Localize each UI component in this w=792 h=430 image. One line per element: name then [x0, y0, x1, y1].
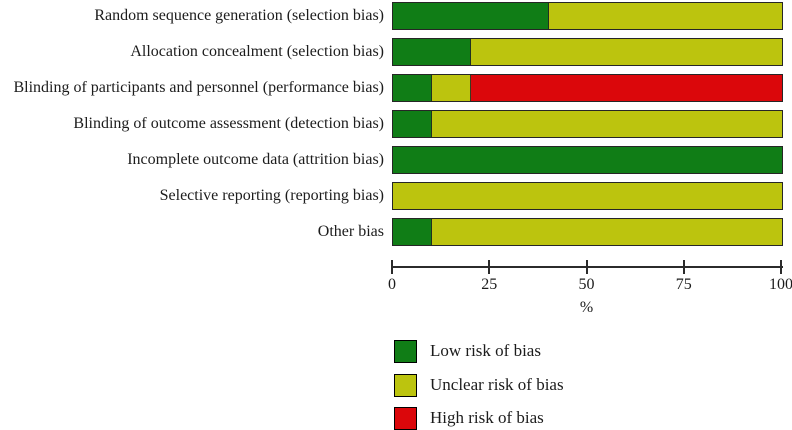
- bar-segment-low: [393, 147, 782, 173]
- bar-segment-unclear: [431, 111, 782, 137]
- bar-segment-low: [393, 39, 471, 65]
- x-tick: [682, 260, 685, 274]
- x-tick-label: 0: [388, 276, 396, 293]
- bar-segment-high: [470, 75, 782, 101]
- bar-track-5: [392, 182, 783, 210]
- category-label: Selective reporting (reporting bias): [159, 187, 384, 204]
- bar-segment-low: [393, 219, 432, 245]
- legend-label: High risk of bias: [430, 408, 544, 427]
- legend-swatch-low: [394, 339, 417, 363]
- legend-item: Unclear risk of bias: [394, 373, 564, 397]
- category-label: Blinding of outcome assessment (detectio…: [73, 115, 384, 132]
- bar-segment-unclear: [393, 183, 782, 209]
- category-label: Incomplete outcome data (attrition bias): [127, 151, 384, 168]
- legend-swatch-high: [394, 406, 417, 430]
- bar-segment-low: [393, 111, 432, 137]
- x-axis-title: %: [579, 299, 594, 316]
- bar-segment-unclear: [470, 39, 782, 65]
- bar-track-4: [392, 146, 783, 174]
- legend-label: Unclear risk of bias: [430, 375, 564, 394]
- x-tick-label: 100: [769, 276, 792, 293]
- x-tick-label: 50: [578, 276, 595, 293]
- bar-track-3: [392, 110, 783, 138]
- x-tick: [585, 260, 588, 274]
- bar-track-1: [392, 38, 783, 66]
- bar-segment-low: [393, 75, 432, 101]
- bar-segment-unclear: [431, 219, 782, 245]
- x-tick: [488, 260, 491, 274]
- category-label: Random sequence generation (selection bi…: [94, 7, 384, 24]
- bar-track-0: [392, 2, 783, 30]
- x-tick: [391, 260, 393, 274]
- legend-item: Low risk of bias: [394, 339, 541, 363]
- bar-segment-unclear: [431, 75, 471, 101]
- x-tick: [780, 260, 782, 274]
- x-tick-label: 25: [481, 276, 498, 293]
- category-label: Allocation concealment (selection bias): [130, 43, 384, 60]
- legend-item: High risk of bias: [394, 406, 544, 430]
- bar-segment-unclear: [548, 3, 782, 29]
- legend-swatch-unclear: [394, 373, 417, 397]
- category-label: Other bias: [317, 223, 384, 240]
- x-tick-label: 75: [675, 276, 692, 293]
- legend-label: Low risk of bias: [430, 341, 541, 360]
- bar-track-2: [392, 74, 783, 102]
- bar-segment-low: [393, 3, 549, 29]
- bar-track-6: [392, 218, 783, 246]
- category-label: Blinding of participants and personnel (…: [13, 79, 384, 96]
- x-axis-line: [392, 266, 783, 268]
